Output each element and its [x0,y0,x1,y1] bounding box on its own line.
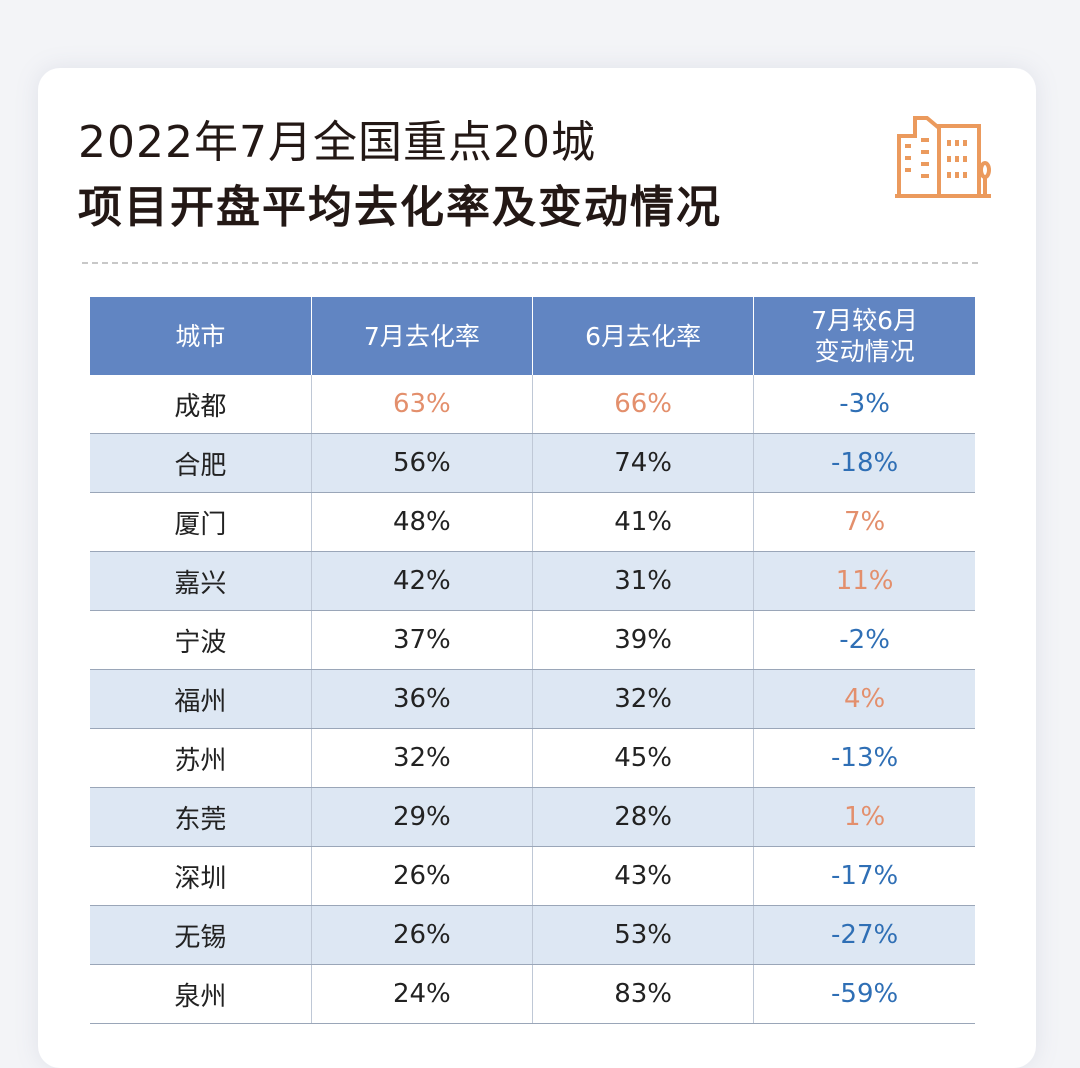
title-line2: 项目开盘平均去化率及变动情况 [78,182,722,233]
table-row: 泉州 24% 83% -59% [90,964,975,1024]
page: 2022年7月全国重点20城 项目开盘平均去化率及变动情况 城市 7月去化率 6月去… [38,68,1036,1068]
value-cell: 42% [310,551,533,611]
divider [82,262,978,264]
column-header: 6月去化率 [531,297,754,375]
city-cell: 成都 [90,375,312,434]
table-row: 嘉兴 42% 31% 11% [90,551,975,611]
city-cell: 东莞 [90,787,312,847]
value-cell: 7% [753,492,975,552]
table: 城市 7月去化率 6月去化率 7月较6月 变动情况 成都 63% 66% -3% 合肥 56% 74… [90,297,975,1024]
value-cell: 66% [531,375,754,434]
value-cell: 45% [531,728,754,788]
city-cell: 泉州 [90,964,312,1024]
column-header: 城市 [175,321,226,351]
value-cell: 26% [310,905,533,965]
table-row: 苏州 32% 45% -13% [90,728,975,788]
city-cell: 深圳 [90,846,312,906]
value-cell: -17% [753,846,975,906]
table-row: 福州 36% 32% 4% [90,669,975,729]
value-cell: 24% [310,964,533,1024]
value-cell: 26% [310,846,533,906]
table-row: 宁波 37% 39% -2% [90,610,975,670]
value-cell: 74% [531,433,754,493]
value-cell: 83% [531,964,754,1024]
city-cell: 无锡 [90,905,312,965]
table-row: 深圳 26% 43% -17% [90,846,975,906]
value-cell: 39% [531,610,754,670]
value-cell: 32% [531,669,754,729]
table-row: 厦门 48% 41% 7% [90,492,975,552]
value-cell: 11% [753,551,975,611]
value-cell: 41% [531,492,754,552]
value-cell: 4% [753,669,975,729]
value-cell: 29% [310,787,533,847]
value-cell: 48% [310,492,533,552]
building-icon [895,116,991,198]
table-row: 无锡 26% 53% -27% [90,905,975,965]
value-cell: -3% [753,375,975,434]
value-cell: 1% [753,787,975,847]
value-cell: 37% [310,610,533,670]
table-row: 东莞 29% 28% 1% [90,787,975,847]
column-header: 7月去化率 [310,297,533,375]
card: 2022年7月全国重点20城 项目开盘平均去化率及变动情况 城市 7月去化率 6月去… [38,68,1036,1068]
table-row: 成都 63% 66% -3% [90,375,975,434]
city-cell: 嘉兴 [90,551,312,611]
value-cell: -18% [753,433,975,493]
title-line1: 2022年7月全国重点20城 [78,117,596,168]
value-cell: 31% [531,551,754,611]
value-cell: 56% [310,433,533,493]
value-cell: 53% [531,905,754,965]
value-cell: 36% [310,669,533,729]
column-header: 7月较6月 变动情况 [753,297,975,375]
city-cell: 厦门 [90,492,312,552]
city-cell: 合肥 [90,433,312,493]
value-cell: -27% [753,905,975,965]
value-cell: -2% [753,610,975,670]
value-cell: 43% [531,846,754,906]
city-cell: 福州 [90,669,312,729]
city-cell: 苏州 [90,728,312,788]
value-cell: -59% [753,964,975,1024]
value-cell: 28% [531,787,754,847]
city-cell: 宁波 [90,610,312,670]
value-cell: 32% [310,728,533,788]
table-row: 合肥 56% 74% -18% [90,433,975,493]
value-cell: -13% [753,728,975,788]
value-cell: 63% [310,375,533,434]
